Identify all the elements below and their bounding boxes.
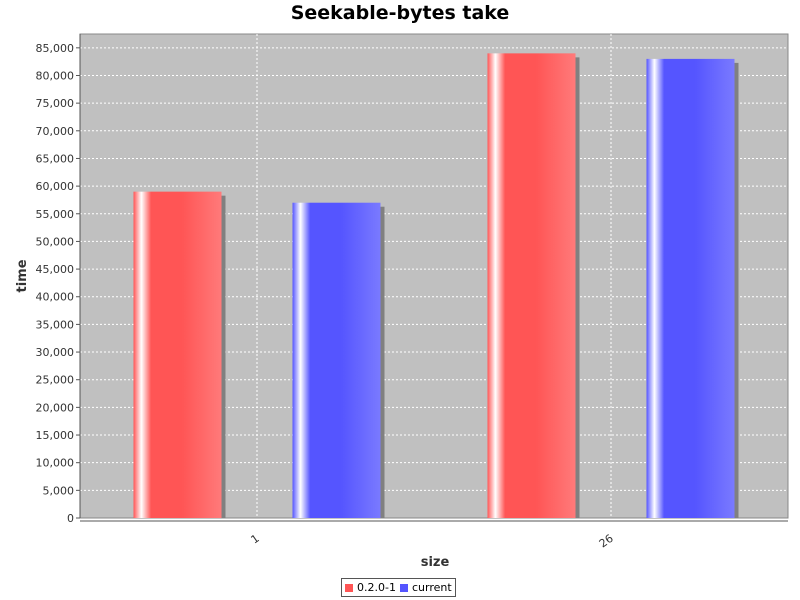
y-axis-label: time xyxy=(15,259,30,292)
bar-26-0.2.0-1 xyxy=(487,53,576,519)
y-tick-label-35000: 35,000 xyxy=(36,318,75,331)
bar-26-current xyxy=(646,58,735,519)
y-tick-label-30000: 30,000 xyxy=(36,346,75,359)
bar-1-current xyxy=(292,202,381,519)
y-tick-label-80000: 80,000 xyxy=(36,69,75,82)
y-tick-label-65000: 65,000 xyxy=(36,152,75,165)
x-tick-label-26: 26 xyxy=(597,532,616,551)
legend-swatch-0.2.0-1 xyxy=(345,583,353,592)
y-tick-label-0: 0 xyxy=(67,512,74,525)
y-tick-label-15000: 15,000 xyxy=(36,429,75,442)
y-tick-label-70000: 70,000 xyxy=(36,125,75,138)
y-tick-label-5000: 5,000 xyxy=(43,484,75,497)
legend-swatch-current xyxy=(399,583,408,592)
y-tick-label-40000: 40,000 xyxy=(36,291,75,304)
legend-label-0.2.0-1: 0.2.0-1 xyxy=(357,581,396,594)
y-tick-label-60000: 60,000 xyxy=(36,180,75,193)
legend-item-0.2.0-1: 0.2.0-1 xyxy=(345,581,396,594)
y-tick-label-20000: 20,000 xyxy=(36,401,75,414)
x-tick-label-1: 1 xyxy=(249,532,262,547)
y-tick-label-50000: 50,000 xyxy=(36,235,75,248)
y-tick-label-45000: 45,000 xyxy=(36,263,75,276)
x-axis-label: size xyxy=(421,555,450,570)
chart-title: Seekable-bytes take xyxy=(290,2,510,24)
y-tick-label-55000: 55,000 xyxy=(36,208,75,221)
legend-label-current: current xyxy=(411,581,452,594)
legend: 0.2.0-1 current xyxy=(341,578,456,597)
bar-1-0.2.0-1 xyxy=(133,191,222,518)
y-tick-label-75000: 75,000 xyxy=(36,97,75,110)
y-tick-label-10000: 10,000 xyxy=(36,457,75,470)
y-tick-label-25000: 25,000 xyxy=(36,374,75,387)
legend-item-current: current xyxy=(399,581,452,594)
y-tick-label-85000: 85,000 xyxy=(36,42,75,55)
